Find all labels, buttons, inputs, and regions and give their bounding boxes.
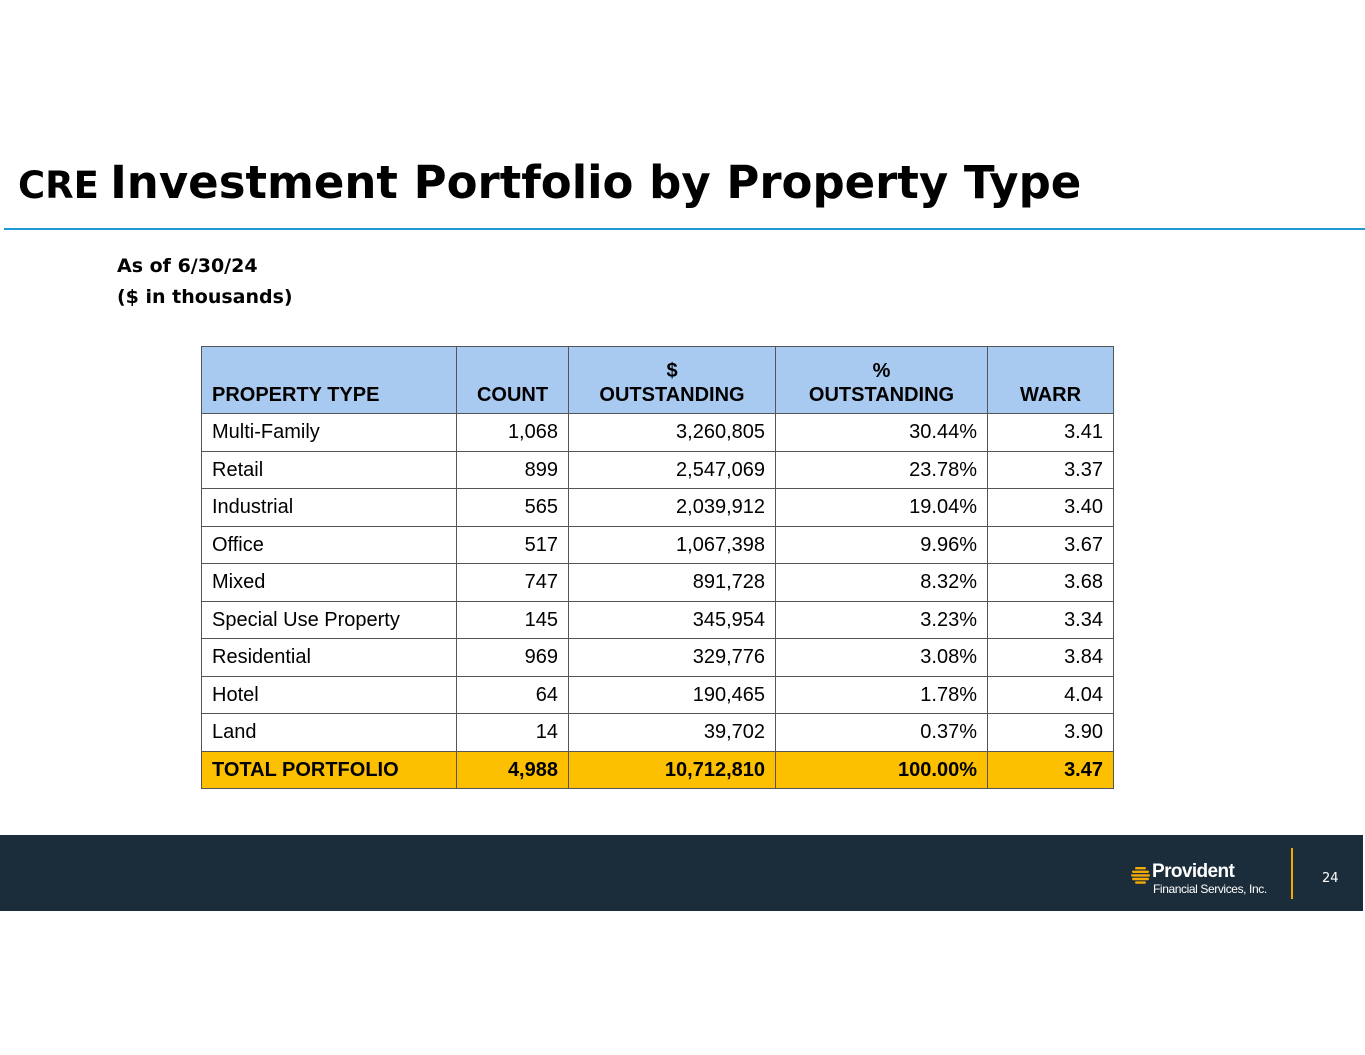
total-pct: 100.00% — [775, 750, 988, 789]
cell-warr: 3.90 — [987, 713, 1114, 752]
table-row: Office 517 1,067,398 9.96% 3.67 — [201, 525, 1114, 564]
cell-pct: 19.04% — [775, 488, 988, 527]
cell-outstanding: 2,039,912 — [568, 488, 776, 527]
cell-count: 145 — [456, 600, 569, 639]
header-pct-outstanding: % OUTSTANDING — [775, 346, 988, 414]
page-title-main: Investment Portfolio by Property Type — [110, 156, 1082, 209]
cell-outstanding: 3,260,805 — [568, 413, 776, 452]
cell-pct: 0.37% — [775, 713, 988, 752]
header-dollar-symbol: $ — [666, 360, 678, 382]
cell-pct: 8.32% — [775, 563, 988, 602]
cell-warr: 3.68 — [987, 563, 1114, 602]
cell-count: 64 — [456, 675, 569, 714]
cell-outstanding: 345,954 — [568, 600, 776, 639]
portfolio-table: PROPERTY TYPE COUNT $ OUTSTANDING % OUTSTA… — [201, 346, 1114, 789]
cell-property-type: Land — [201, 713, 457, 752]
cell-outstanding: 891,728 — [568, 563, 776, 602]
table-row: Residential 969 329,776 3.08% 3.84 — [201, 638, 1114, 677]
cell-outstanding: 1,067,398 — [568, 525, 776, 564]
cell-count: 517 — [456, 525, 569, 564]
cell-warr: 3.41 — [987, 413, 1114, 452]
cell-property-type: Hotel — [201, 675, 457, 714]
title-divider — [4, 228, 1365, 230]
provident-sun-icon — [1131, 867, 1150, 884]
header-property-type: PROPERTY TYPE — [201, 346, 457, 414]
total-row: TOTAL PORTFOLIO 4,988 10,712,810 100.00%… — [201, 750, 1114, 789]
provident-logo: Provident Financial Services, Inc. — [1131, 861, 1291, 899]
cell-outstanding: 329,776 — [568, 638, 776, 677]
cell-warr: 3.67 — [987, 525, 1114, 564]
logo-divider — [1291, 848, 1293, 899]
cell-pct: 9.96% — [775, 525, 988, 564]
logo-subtitle: Financial Services, Inc. — [1153, 882, 1267, 896]
cell-warr: 3.37 — [987, 450, 1114, 489]
table-row: Land 14 39,702 0.37% 3.90 — [201, 713, 1114, 752]
total-count: 4,988 — [456, 750, 569, 789]
table-row: Multi-Family 1,068 3,260,805 30.44% 3.41 — [201, 413, 1114, 452]
cell-warr: 3.34 — [987, 600, 1114, 639]
total-warr: 3.47 — [987, 750, 1114, 789]
subtitle-block: As of 6/30/24 ($ in thousands) — [117, 251, 293, 313]
cell-pct: 3.08% — [775, 638, 988, 677]
table-row: Industrial 565 2,039,912 19.04% 3.40 — [201, 488, 1114, 527]
header-pct-label: OUTSTANDING — [808, 384, 955, 406]
cell-property-type: Mixed — [201, 563, 457, 602]
cell-pct: 3.23% — [775, 600, 988, 639]
page-number: 24 — [1322, 871, 1339, 886]
table-row: Hotel 64 190,465 1.78% 4.04 — [201, 675, 1114, 714]
cell-count: 14 — [456, 713, 569, 752]
table-row: Special Use Property 145 345,954 3.23% 3… — [201, 600, 1114, 639]
cell-outstanding: 190,465 — [568, 675, 776, 714]
cell-property-type: Special Use Property — [201, 600, 457, 639]
total-outstanding: 10,712,810 — [568, 750, 776, 789]
cell-pct: 30.44% — [775, 413, 988, 452]
cell-warr: 3.40 — [987, 488, 1114, 527]
cell-property-type: Retail — [201, 450, 457, 489]
header-dollar-label: OUTSTANDING — [599, 384, 745, 406]
cell-count: 747 — [456, 563, 569, 602]
cell-property-type: Multi-Family — [201, 413, 457, 452]
units-note: ($ in thousands) — [117, 286, 293, 308]
table-header-row: PROPERTY TYPE COUNT $ OUTSTANDING % OUTSTA… — [201, 346, 1114, 414]
cell-warr: 3.84 — [987, 638, 1114, 677]
cell-property-type: Office — [201, 525, 457, 564]
page-title-prefix: CRE — [18, 164, 99, 207]
header-dollar-outstanding: $ OUTSTANDING — [568, 346, 776, 414]
cell-property-type: Residential — [201, 638, 457, 677]
header-count: COUNT — [456, 346, 569, 414]
table-row: Retail 899 2,547,069 23.78% 3.37 — [201, 450, 1114, 489]
page-title: CRE Investment Portfolio by Property Typ… — [18, 156, 1081, 209]
cell-pct: 23.78% — [775, 450, 988, 489]
cell-outstanding: 2,547,069 — [568, 450, 776, 489]
total-label: TOTAL PORTFOLIO — [201, 750, 457, 789]
header-warr: WARR — [987, 346, 1114, 414]
cell-warr: 4.04 — [987, 675, 1114, 714]
table-row: Mixed 747 891,728 8.32% 3.68 — [201, 563, 1114, 602]
cell-pct: 1.78% — [775, 675, 988, 714]
cell-property-type: Industrial — [201, 488, 457, 527]
cell-count: 899 — [456, 450, 569, 489]
cell-outstanding: 39,702 — [568, 713, 776, 752]
logo-name: Provident — [1152, 861, 1235, 882]
cell-count: 565 — [456, 488, 569, 527]
cell-count: 1,068 — [456, 413, 569, 452]
as-of-date: As of 6/30/24 — [117, 255, 258, 277]
header-pct-symbol: % — [872, 360, 891, 382]
cell-count: 969 — [456, 638, 569, 677]
